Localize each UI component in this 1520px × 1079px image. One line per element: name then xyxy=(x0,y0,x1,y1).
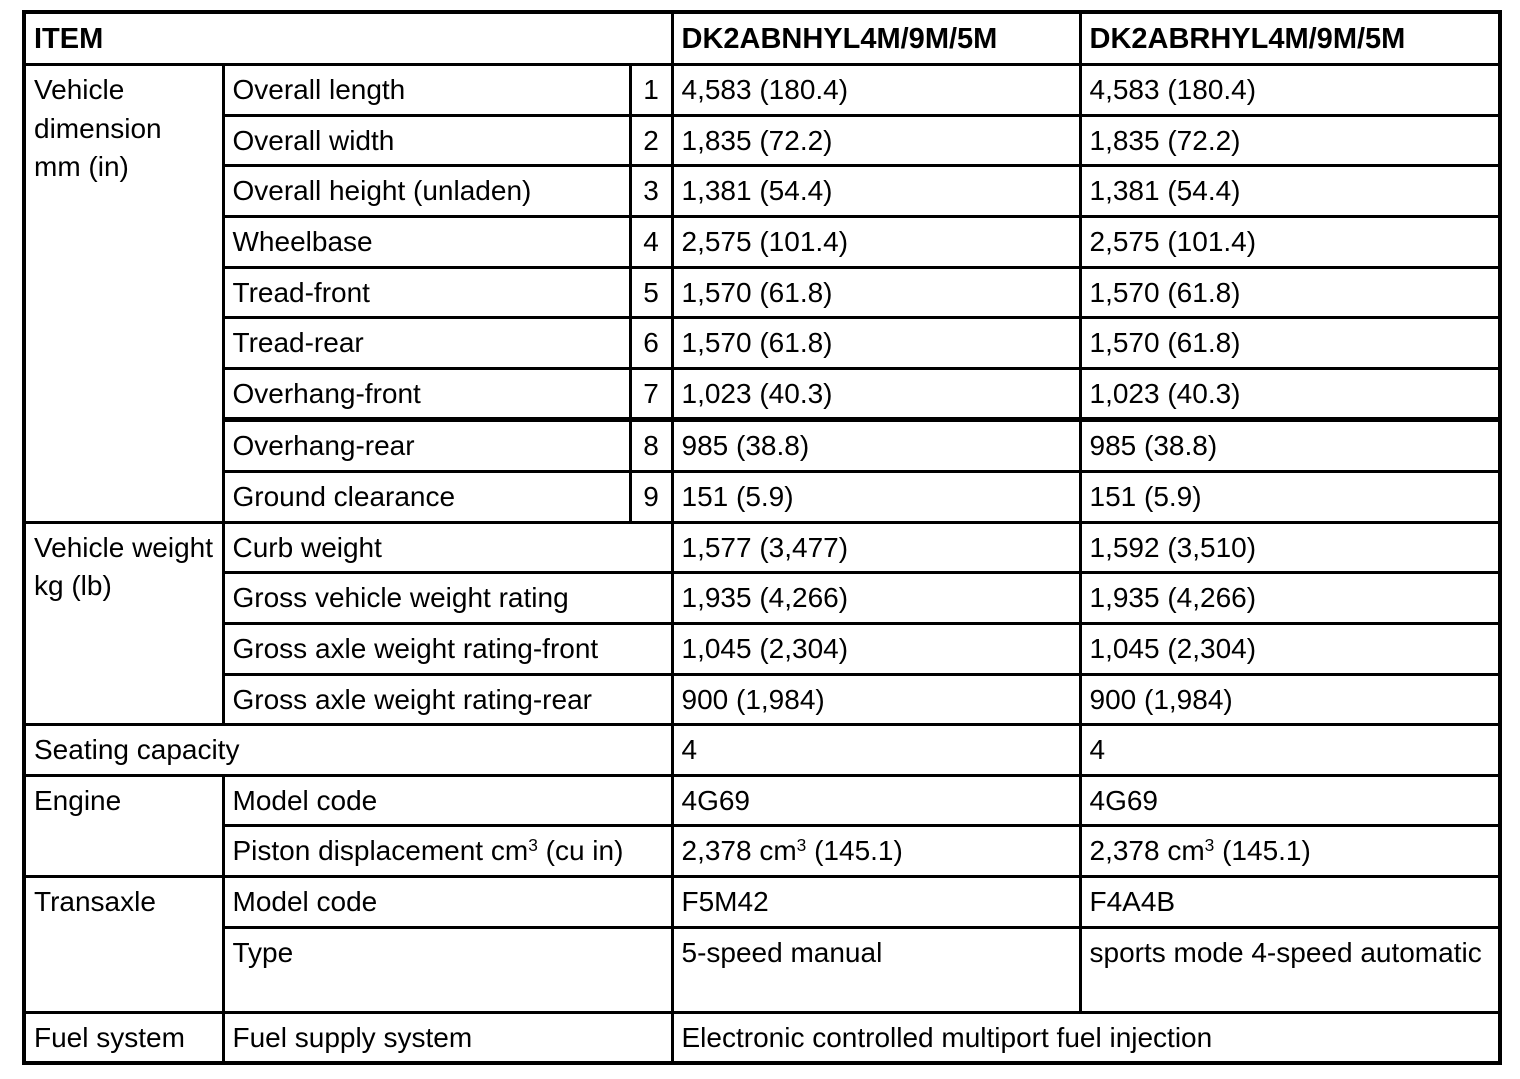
value-b-cell: 1,592 (3,510) xyxy=(1078,520,1502,575)
value-b-cell: F4A4B xyxy=(1078,875,1502,929)
seating-row: Seating capacity 4 4 xyxy=(22,723,1502,777)
value-b-cell: 4,583 (180.4) xyxy=(1078,63,1502,117)
dimension-row: Tread-rear 6 1,570 (61.8) 1,570 (61.8) xyxy=(24,316,1502,370)
value-a-cell: 5-speed manual xyxy=(670,925,1082,1014)
dimension-row: Overall width 2 1,835 (72.2) 1,835 (72.2… xyxy=(24,113,1502,168)
transaxle-type-row: Type 5-speed manual sports mode 4-speed … xyxy=(24,925,1502,1014)
value-b-cell: 985 (38.8) xyxy=(1078,417,1502,474)
dimension-row: Wheelbase 4 2,575 (101.4) 2,575 (101.4) xyxy=(24,214,1502,269)
row-label-cell: Gross vehicle weight rating xyxy=(221,571,674,625)
value-a-cell: 1,935 (4,266) xyxy=(670,571,1082,625)
fuel-group-cell: Fuel system xyxy=(22,1010,225,1065)
value-a-cell: 4,583 (180.4) xyxy=(670,63,1082,117)
value-a-cell: 4G69 xyxy=(670,773,1082,828)
header-row: ITEM DK2ABNHYL4M/9M/5M DK2ABRHYL4M/9M/5M xyxy=(22,10,1502,67)
dimension-row: Ground clearance 9 151 (5.9) 151 (5.9) xyxy=(24,470,1502,524)
value-span-cell: Electronic controlled multiport fuel inj… xyxy=(670,1010,1502,1065)
row-label-cell: Gross axle weight rating-front xyxy=(221,621,674,676)
value-a-cell: 1,577 (3,477) xyxy=(670,520,1082,575)
row-label-cell: Overall width xyxy=(221,113,632,168)
value-a-cell: 900 (1,984) xyxy=(670,672,1082,727)
row-label-cell: Fuel supply system xyxy=(221,1010,674,1065)
fuel-system-row: Fuel system Fuel supply system Electroni… xyxy=(22,1010,1502,1065)
superscript-3: 3 xyxy=(1204,834,1215,855)
value-a-cell: 1,381 (54.4) xyxy=(670,164,1082,218)
value-a-cell: 1,570 (61.8) xyxy=(670,316,1082,370)
dimension-group-cell: Vehicle dimension mm (in) xyxy=(22,63,225,524)
value-a-cell: 985 (38.8) xyxy=(670,417,1082,474)
row-label-cell: Wheelbase xyxy=(221,214,632,269)
row-number-cell: 9 xyxy=(628,470,674,524)
value-b-cell: 900 (1,984) xyxy=(1078,672,1502,727)
weight-row: Vehicle weight kg (lb) Curb weight 1,577… xyxy=(22,520,1502,727)
value-b-cell: 2,378 cm3 (145.1) xyxy=(1078,824,1502,879)
dimension-row: Vehicle dimension mm (in) Overall length… xyxy=(22,63,1502,524)
model-b-header-cell: DK2ABRHYL4M/9M/5M xyxy=(1078,10,1502,67)
row-label-cell: Type xyxy=(221,925,674,1014)
row-number-cell: 1 xyxy=(628,63,674,117)
row-label-cell: Piston displacement cm3 (cu in) xyxy=(221,824,674,879)
model-a-header-cell: DK2ABNHYL4M/9M/5M xyxy=(670,10,1082,67)
item-header-cell: ITEM xyxy=(22,10,674,67)
superscript-3: 3 xyxy=(796,834,807,855)
value-b-cell: 1,570 (61.8) xyxy=(1078,265,1502,320)
value-b-cell: 2,575 (101.4) xyxy=(1078,214,1502,269)
engine-group-cell: Engine xyxy=(22,773,225,879)
value-a-cell: 151 (5.9) xyxy=(670,470,1082,524)
value-b-cell: sports mode 4-speed automatic xyxy=(1078,925,1502,1014)
value-a-cell: 1,045 (2,304) xyxy=(670,621,1082,676)
value-a-cell: 1,023 (40.3) xyxy=(670,366,1082,422)
value-b-cell: 1,570 (61.8) xyxy=(1078,316,1502,370)
row-label-cell: Overhang-rear xyxy=(221,417,632,474)
superscript-3: 3 xyxy=(528,834,538,855)
row-number-cell: 5 xyxy=(628,265,674,320)
transaxle-model-row: Transaxle Model code F5M42 F4A4B xyxy=(22,875,1502,1014)
dimension-row: Overhang-front 7 1,023 (40.3) 1,023 (40.… xyxy=(24,366,1502,422)
value-b-cell: 1,835 (72.2) xyxy=(1078,113,1502,168)
value-a-cell: F5M42 xyxy=(670,875,1082,929)
row-label-cell: Tread-rear xyxy=(221,316,632,370)
value-a-cell: 1,835 (72.2) xyxy=(670,113,1082,168)
dimension-row: Overhang-rear 8 985 (38.8) 985 (38.8) xyxy=(24,417,1502,474)
row-label-cell: Model code xyxy=(221,773,674,828)
weight-group-cell: Vehicle weight kg (lb) xyxy=(22,520,225,727)
row-label-cell: Gross axle weight rating-rear xyxy=(221,672,674,727)
row-label-cell: Model code xyxy=(221,875,674,929)
value-b-cell: 1,045 (2,304) xyxy=(1078,621,1502,676)
row-label-cell: Overall height (unladen) xyxy=(221,164,632,218)
row-number-cell: 3 xyxy=(628,164,674,218)
transaxle-group-cell: Transaxle xyxy=(22,875,225,1014)
vehicle-spec-table: ITEM DK2ABNHYL4M/9M/5M DK2ABRHYL4M/9M/5M… xyxy=(22,10,1502,1066)
value-a-cell: 2,575 (101.4) xyxy=(670,214,1082,269)
row-label-cell: Overall length xyxy=(221,63,632,117)
row-number-cell: 7 xyxy=(628,366,674,422)
dimension-row: Tread-front 5 1,570 (61.8) 1,570 (61.8) xyxy=(24,265,1502,320)
value-b-cell: 1,023 (40.3) xyxy=(1078,366,1502,422)
row-number-cell: 6 xyxy=(628,316,674,370)
engine-model-row: Engine Model code 4G69 4G69 xyxy=(22,773,1502,879)
weight-row: Gross axle weight rating-rear 900 (1,984… xyxy=(24,672,1502,727)
row-label-cell: Tread-front xyxy=(221,265,632,320)
row-number-cell: 8 xyxy=(628,417,674,474)
row-label-cell: Curb weight xyxy=(221,520,674,575)
row-label-cell: Ground clearance xyxy=(221,470,632,524)
value-a-cell: 1,570 (61.8) xyxy=(670,265,1082,320)
value-b-cell: 4 xyxy=(1078,723,1502,777)
value-b-cell: 1,935 (4,266) xyxy=(1078,571,1502,625)
value-b-cell: 4G69 xyxy=(1078,773,1502,828)
dimension-row: Overall height (unladen) 3 1,381 (54.4) … xyxy=(24,164,1502,218)
value-a-cell: 2,378 cm3 (145.1) xyxy=(670,824,1082,879)
engine-displacement-row: Piston displacement cm3 (cu in) 2,378 cm… xyxy=(24,824,1502,879)
weight-row: Gross vehicle weight rating 1,935 (4,266… xyxy=(24,571,1502,625)
row-number-cell: 2 xyxy=(628,113,674,168)
row-number-cell: 4 xyxy=(628,214,674,269)
value-a-cell: 4 xyxy=(670,723,1082,777)
value-b-cell: 1,381 (54.4) xyxy=(1078,164,1502,218)
row-label-cell: Seating capacity xyxy=(22,723,674,777)
row-label-cell: Overhang-front xyxy=(221,366,632,422)
value-b-cell: 151 (5.9) xyxy=(1078,470,1502,524)
weight-row: Gross axle weight rating-front 1,045 (2,… xyxy=(24,621,1502,676)
